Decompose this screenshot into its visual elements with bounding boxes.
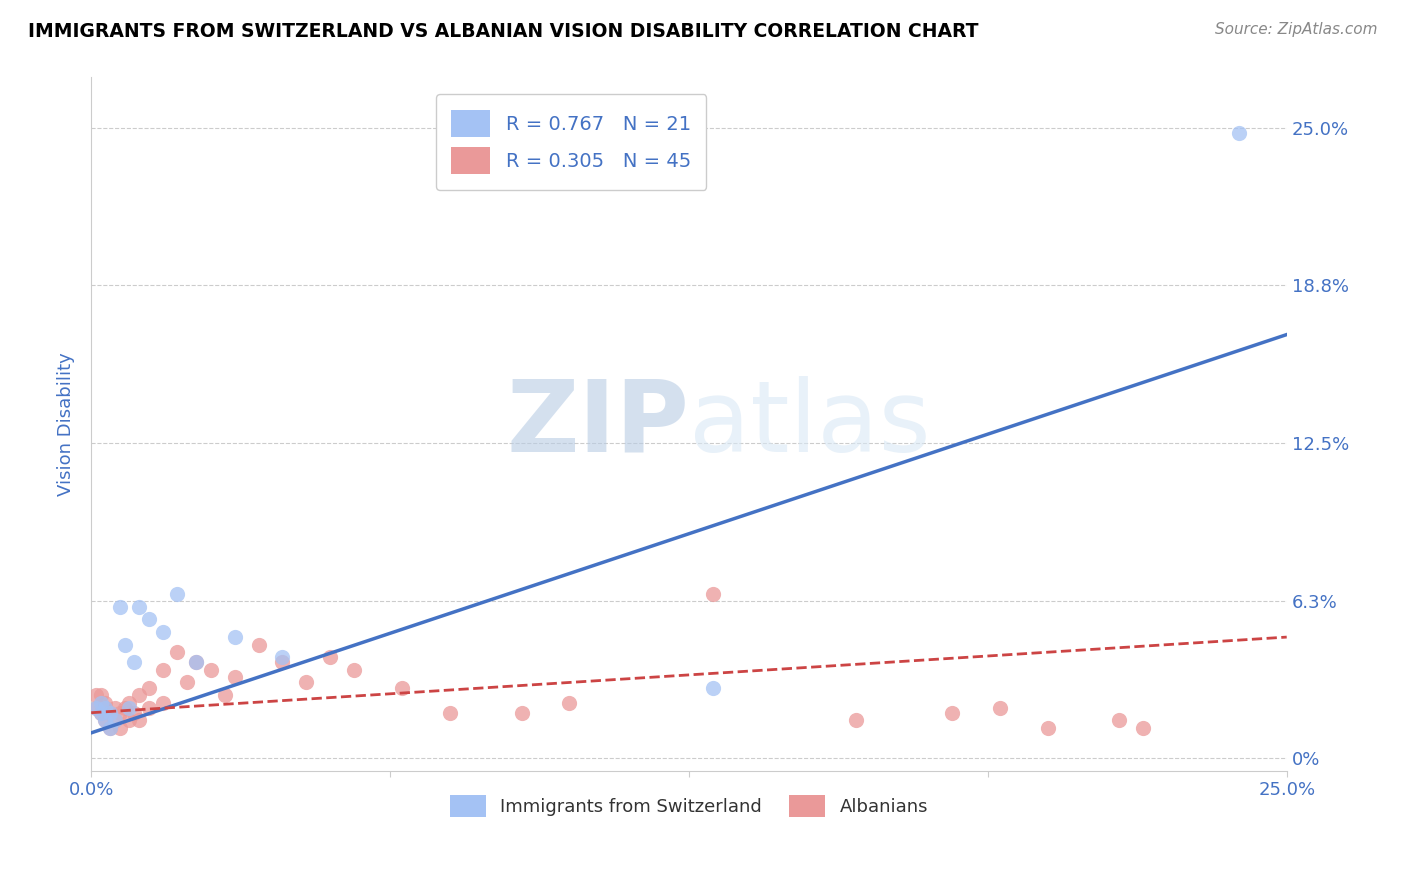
Point (702, 587, 724, 601)
Point (108, 706, 131, 720)
Point (988, 700, 1011, 714)
Point (558, 696, 581, 710)
Point (138, 612, 160, 626)
Text: IMMIGRANTS FROM SWITZERLAND VS ALBANIAN VISION DISABILITY CORRELATION CHART: IMMIGRANTS FROM SWITZERLAND VS ALBANIAN … (28, 22, 979, 41)
Point (186, 655, 208, 669)
Point (1036, 721, 1059, 735)
Point (224, 670, 246, 684)
Text: Source: ZipAtlas.com: Source: ZipAtlas.com (1215, 22, 1378, 37)
Point (108, 721, 131, 735)
Point (94, 713, 117, 727)
Point (941, 706, 963, 720)
Point (224, 630, 246, 644)
Point (94, 700, 117, 714)
Point (166, 645, 188, 659)
Point (94, 713, 117, 727)
Point (104, 700, 127, 714)
Point (114, 638, 136, 652)
Point (176, 675, 198, 690)
Point (84, 700, 107, 714)
Point (152, 663, 174, 677)
Point (84, 700, 107, 714)
Point (104, 713, 127, 727)
Point (1227, 126, 1250, 140)
Point (94, 700, 117, 714)
Point (439, 706, 461, 720)
Legend: Immigrants from Switzerland, Albanians: Immigrants from Switzerland, Albanians (443, 788, 935, 824)
Point (1132, 721, 1154, 735)
Point (128, 599, 150, 614)
Point (128, 713, 150, 727)
Point (90, 706, 112, 720)
Point (90, 688, 112, 702)
Point (200, 663, 222, 677)
Point (186, 655, 208, 669)
Y-axis label: Vision Disability: Vision Disability (58, 352, 75, 496)
Point (271, 655, 294, 669)
Point (138, 681, 160, 695)
Point (98, 706, 121, 720)
Point (122, 706, 145, 720)
Point (108, 599, 131, 614)
Point (90, 706, 112, 720)
Point (128, 688, 150, 702)
Point (1108, 713, 1130, 727)
Point (90, 696, 112, 710)
Point (98, 721, 121, 735)
Point (118, 696, 141, 710)
Text: ZIP: ZIP (506, 376, 689, 473)
Point (247, 638, 270, 652)
Point (114, 700, 136, 714)
Point (214, 688, 236, 702)
Text: atlas: atlas (689, 376, 931, 473)
Point (319, 650, 342, 665)
Point (271, 650, 294, 665)
Point (510, 706, 533, 720)
Point (98, 706, 121, 720)
Point (94, 696, 117, 710)
Point (138, 700, 160, 714)
Point (702, 681, 724, 695)
Point (152, 696, 174, 710)
Point (122, 655, 145, 669)
Point (84, 688, 107, 702)
Point (104, 713, 127, 727)
Point (118, 713, 141, 727)
Point (391, 681, 413, 695)
Point (845, 713, 868, 727)
Point (295, 675, 318, 690)
Point (343, 663, 366, 677)
Point (118, 700, 141, 714)
Point (152, 625, 174, 640)
Point (166, 587, 188, 601)
Point (98, 721, 121, 735)
